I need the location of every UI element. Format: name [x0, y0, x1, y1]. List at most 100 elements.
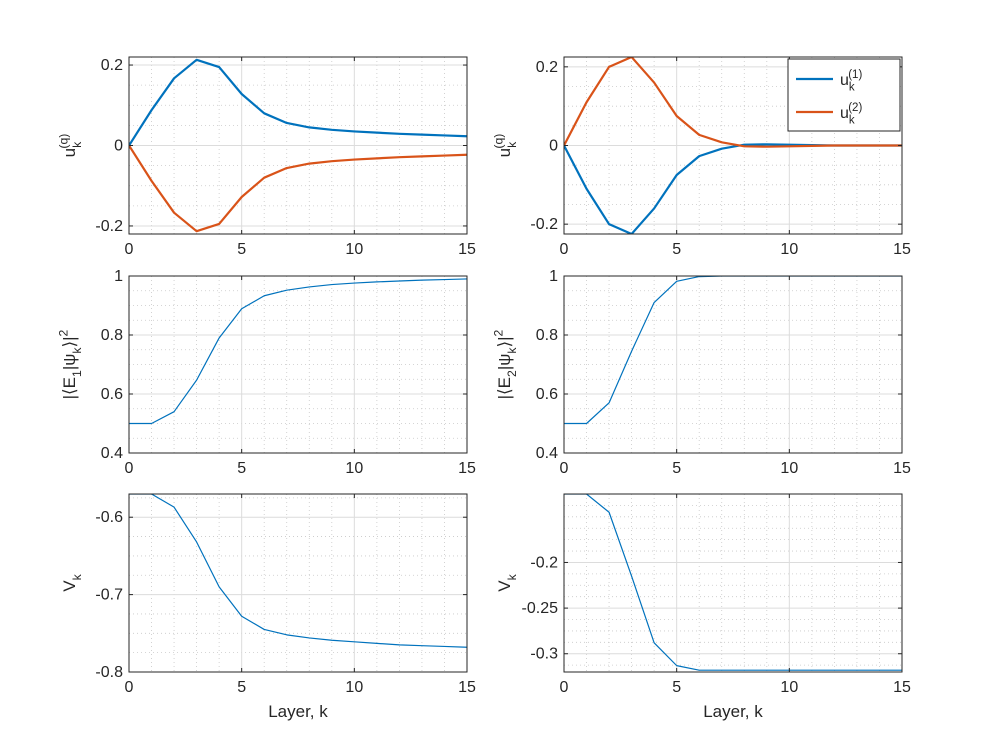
x-tick-label: 0: [125, 460, 134, 477]
label-segment: (2): [848, 102, 862, 114]
x-axis-label: Layer, k: [268, 702, 328, 721]
label-segment: k: [505, 141, 519, 148]
label-segment: u: [60, 148, 79, 157]
x-tick-label: 0: [560, 460, 569, 477]
y-axis-label: |⟨E2|ψk⟩|2: [491, 329, 519, 399]
y-tick-label: -0.7: [95, 587, 123, 604]
y-tick-label: 0.2: [536, 59, 558, 76]
chart-panel-1: 0 5 10 15-0.200.2uk(q): [56, 56, 476, 258]
x-tick-label: 5: [237, 241, 246, 258]
x-tick-label: 5: [672, 679, 681, 696]
label-segment: ⟩|: [495, 336, 514, 347]
x-tick-label: 10: [345, 460, 363, 477]
plot-area: [564, 494, 902, 672]
x-tick-label: 15: [893, 241, 911, 258]
chart-panel-5: 0 5 10 15 -0.8 -0.7 -0.6 Vk Layer, k: [60, 493, 476, 721]
y-tick-label: -0.2: [95, 218, 123, 235]
axes-box: [128, 275, 468, 454]
series-line-1: [564, 494, 902, 671]
label-segment: u: [840, 105, 849, 122]
series-line-1: [129, 58, 467, 147]
x-tick-label: 0: [560, 679, 569, 696]
y-axis-label: Vk: [495, 573, 519, 591]
y-tick-label: -0.3: [530, 646, 558, 663]
x-tick-label: 0: [125, 241, 134, 258]
x-tick-label: 15: [458, 241, 476, 258]
x-tick-label: 0: [125, 679, 134, 696]
x-tick-label: 15: [458, 460, 476, 477]
label-segment: (q): [56, 134, 70, 149]
label-segment: 2: [56, 329, 70, 336]
chart-panel-4: 0 5 10 150.40.60.81|⟨E2|ψk⟩|2: [491, 268, 911, 477]
label-segment: k: [70, 347, 84, 354]
label-segment: (q): [491, 134, 505, 149]
y-axis-label: uk(q): [491, 134, 519, 158]
y-axis-label: |⟨E1|ψk⟩|2: [56, 329, 84, 399]
y-axis-label: Vk: [60, 573, 84, 591]
legend-label: uk(1): [840, 69, 862, 94]
label-segment: 1: [70, 370, 84, 377]
axes-box: [563, 493, 903, 673]
x-tick-label: 10: [780, 679, 798, 696]
y-tick-label: 0.4: [101, 445, 123, 462]
label-segment: k: [70, 141, 84, 148]
label-segment: k: [70, 573, 84, 580]
label-segment: |⟨E: [495, 377, 514, 399]
x-tick-label: 5: [672, 460, 681, 477]
series-line-2: [129, 144, 467, 233]
label-segment: ⟩|: [60, 336, 79, 347]
label-segment: 2: [505, 370, 519, 377]
y-tick-label: 0.2: [101, 57, 123, 74]
x-tick-label: 5: [237, 679, 246, 696]
label-segment: V: [495, 580, 514, 592]
label-segment: (1): [848, 69, 862, 81]
label-segment: k: [849, 82, 855, 94]
x-tick-label: 10: [780, 460, 798, 477]
series-line-2: [564, 57, 902, 148]
x-tick-label: 5: [672, 241, 681, 258]
y-tick-label: -0.8: [95, 664, 123, 681]
label-segment: u: [495, 148, 514, 157]
y-tick-label: -0.6: [95, 509, 123, 526]
y-tick-label: 0: [549, 138, 558, 155]
x-tick-label: 0: [560, 241, 569, 258]
legend-label: uk(2): [840, 102, 862, 127]
x-tick-label: 15: [458, 679, 476, 696]
series-line-1: [129, 494, 467, 648]
axes-box: [128, 493, 468, 673]
label-segment: 2: [491, 329, 505, 336]
label-segment: u: [840, 72, 849, 89]
y-tick-label: 0.6: [536, 386, 558, 403]
chart-panel-2: 0 5 10 15-0.200.2uk(q)uk(1)uk(2): [491, 56, 911, 258]
y-tick-label: -0.25: [522, 600, 559, 617]
x-tick-label: 10: [345, 241, 363, 258]
y-tick-label: 1: [549, 268, 558, 285]
y-tick-label: 0.6: [101, 386, 123, 403]
x-tick-label: 10: [345, 679, 363, 696]
x-tick-label: 15: [893, 679, 911, 696]
y-tick-label: -0.2: [530, 216, 558, 233]
y-tick-label: 0.4: [536, 445, 558, 462]
label-segment: |ψ: [60, 354, 79, 371]
y-tick-label: 0.8: [101, 327, 123, 344]
chart-panel-3: 0 5 10 150.40.60.81|⟨E1|ψk⟩|2: [56, 268, 476, 477]
label-segment: V: [60, 580, 79, 592]
legend-box: [787, 58, 901, 132]
label-segment: |ψ: [495, 354, 514, 371]
label-segment: k: [505, 573, 519, 580]
series-line-1: [129, 278, 467, 425]
y-tick-label: 0.8: [536, 327, 558, 344]
label-segment: k: [505, 347, 519, 354]
axes-box: [563, 275, 903, 454]
y-tick-label: 0: [114, 138, 123, 155]
x-tick-label: 5: [237, 460, 246, 477]
label-segment: k: [849, 115, 855, 127]
x-axis-label: Layer, k: [703, 702, 763, 721]
x-tick-label: 15: [893, 460, 911, 477]
series-line-1: [564, 276, 902, 425]
y-axis-label: uk(q): [56, 134, 84, 158]
y-tick-label: 1: [114, 268, 123, 285]
chart-panel-6: 0 5 10 15 -0.3 -0.25 -0.2 Vk Layer, k: [495, 493, 911, 721]
y-tick-label: -0.2: [530, 554, 558, 571]
